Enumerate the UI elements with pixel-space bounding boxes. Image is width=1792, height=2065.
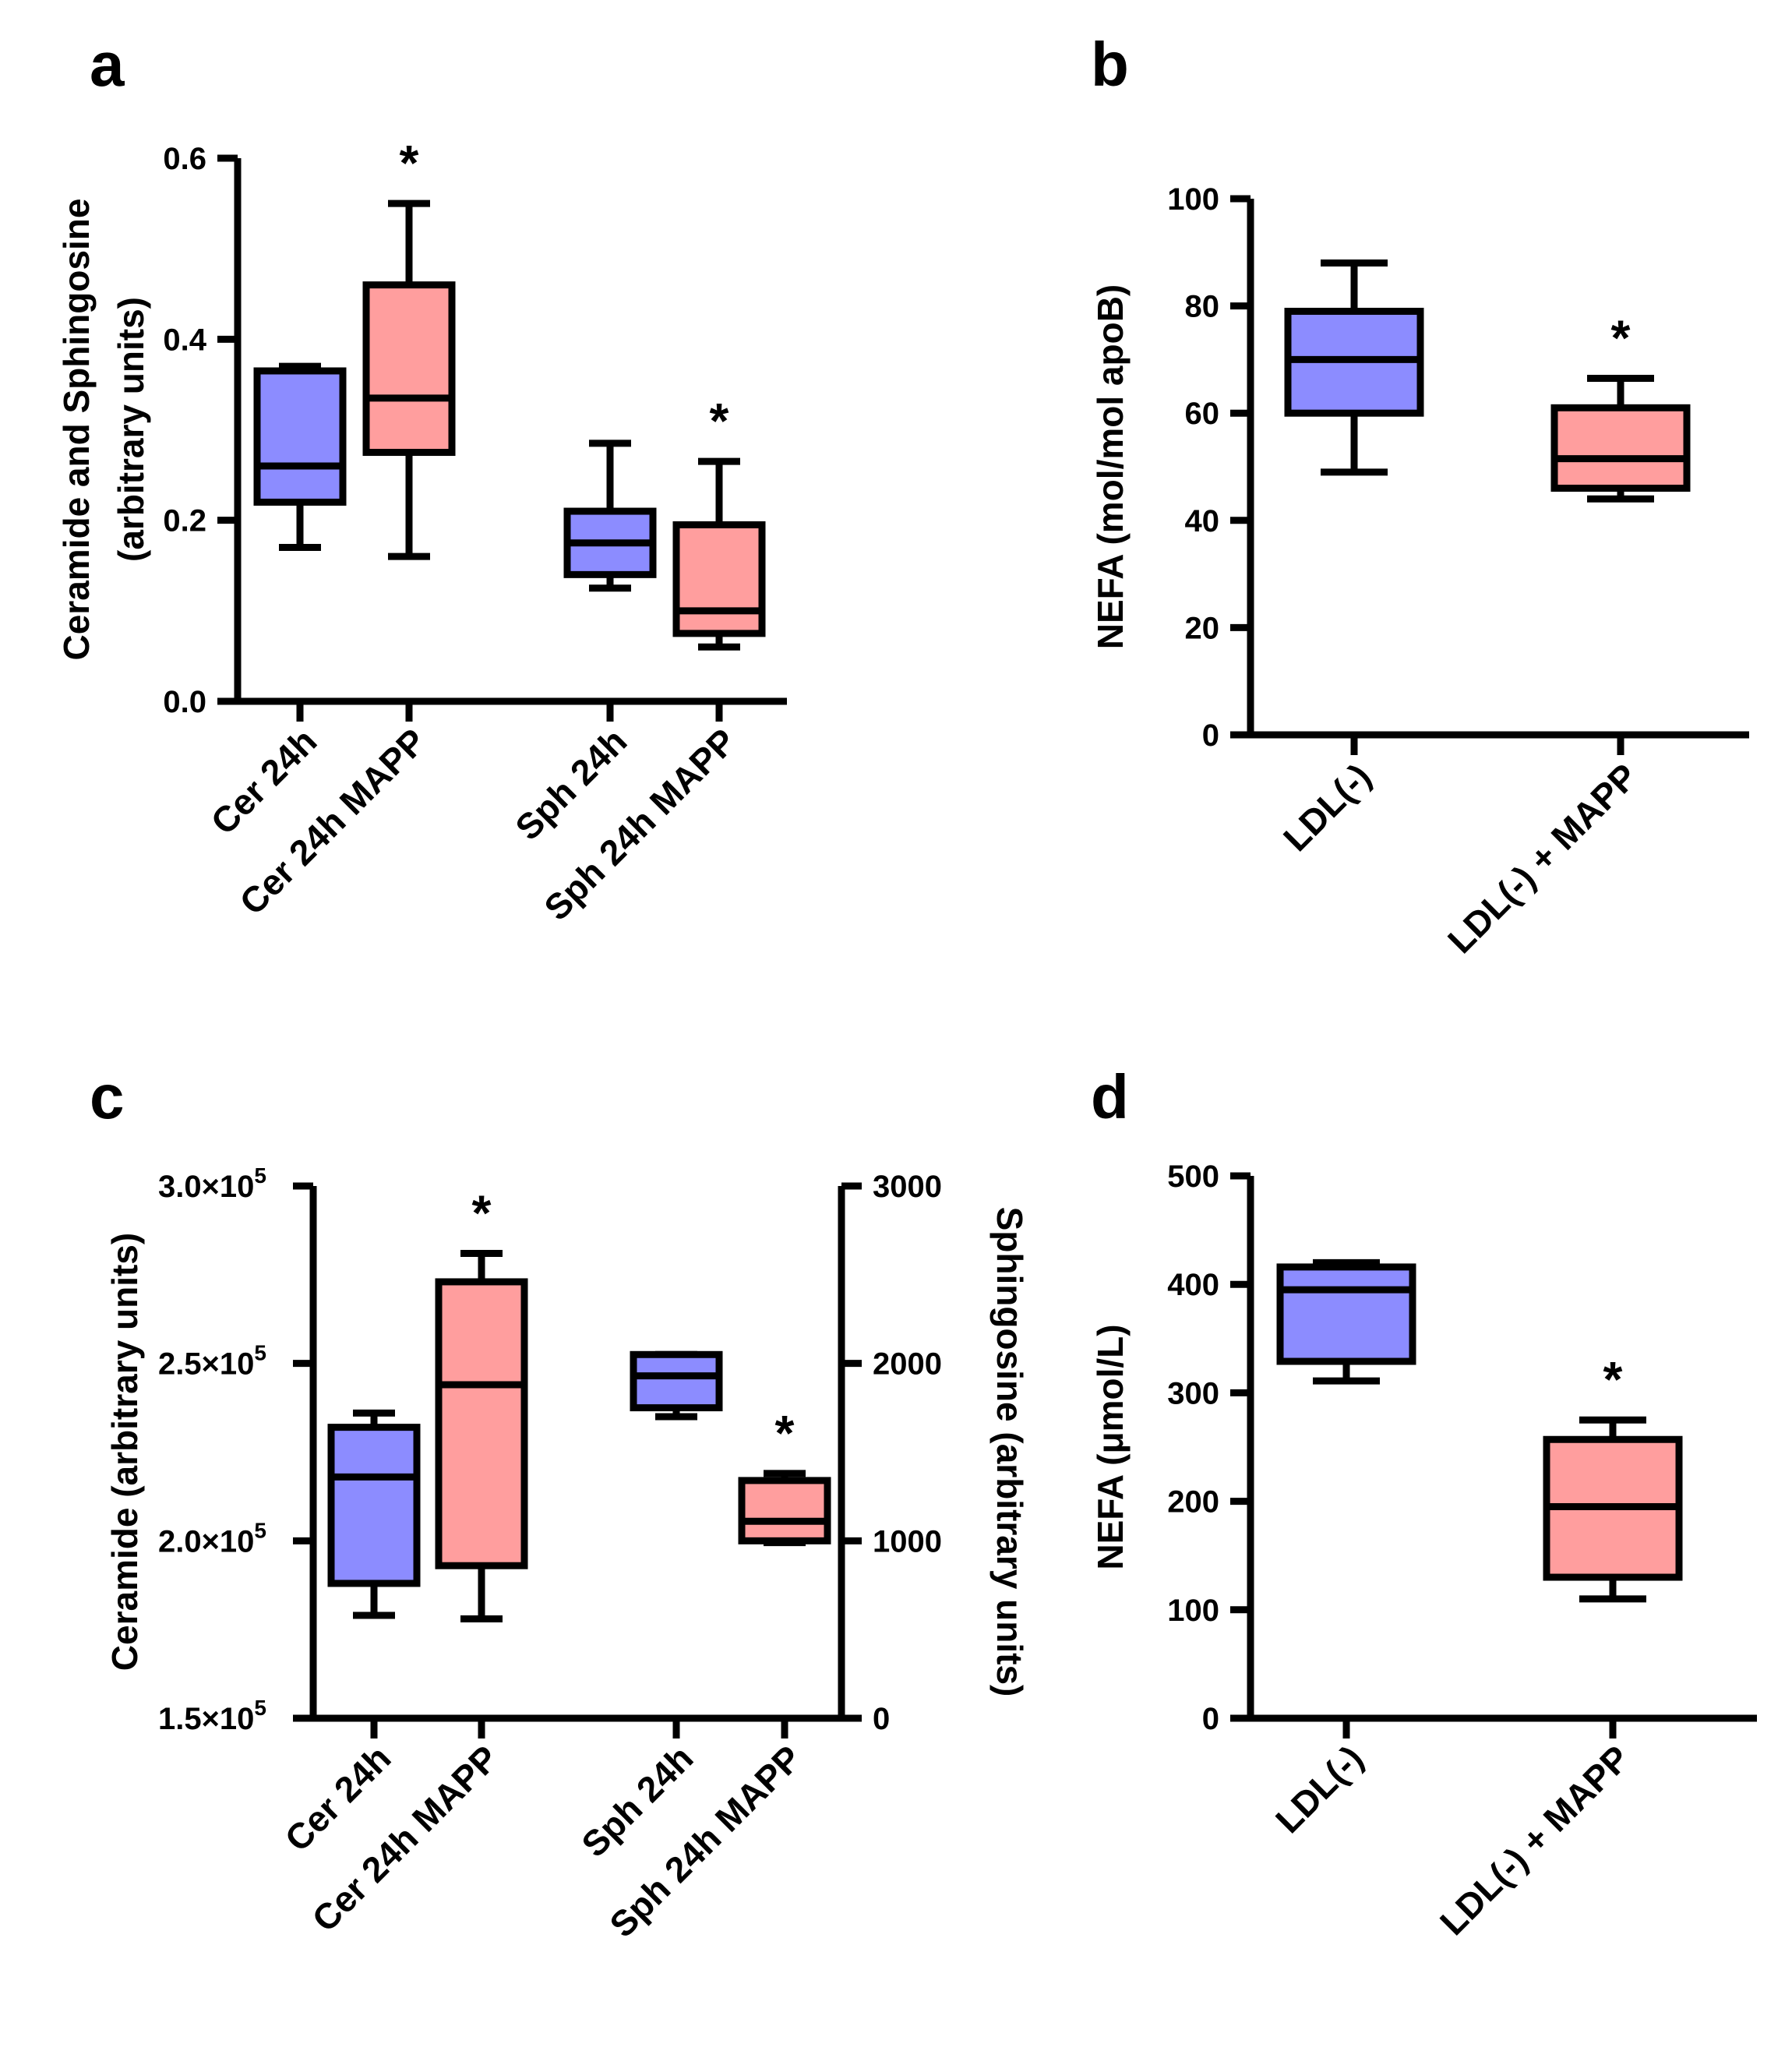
significance-star: * xyxy=(472,1185,492,1241)
chart-panel-d: d 0 100 200 300 400 500 LDL(-) LDL(-) + MAPP NEFA… xyxy=(1090,1062,1757,1943)
y-axis-title: Ceramide (arbitrary units) xyxy=(104,1233,145,1671)
box-ldl- xyxy=(1276,1258,1416,1385)
y-tick-label: 0.6 xyxy=(163,142,206,176)
significance-star: * xyxy=(1611,309,1631,365)
y-axis-title: Ceramide and Sphingosine xyxy=(56,199,97,661)
x-tick-label: Sph 24h MAPP xyxy=(601,1738,809,1945)
y-tick-label: 0.4 xyxy=(163,323,206,357)
box-iqr xyxy=(1550,404,1691,492)
y-tick-label: 80 xyxy=(1185,290,1220,324)
y-tick-label: 0.0 xyxy=(163,685,206,719)
box-sph-24h xyxy=(563,439,657,592)
y-axis-title: (arbitrary units) xyxy=(111,297,151,562)
x-tick-label: LDL(-) xyxy=(1275,756,1378,859)
significance-star: * xyxy=(1603,1351,1623,1407)
y-tick-label: 100 xyxy=(1167,182,1219,217)
x-tick-label: LDL(-) + MAPP xyxy=(1440,756,1646,962)
box-iqr xyxy=(362,281,456,457)
box-ldl-mapp: * xyxy=(1550,309,1691,503)
box-iqr xyxy=(435,1278,528,1569)
significance-star: * xyxy=(710,393,729,449)
y-tick-label: 100 xyxy=(1167,1594,1219,1628)
x-tick-label: Cer 24h MAPP xyxy=(231,721,433,923)
x-tick-label: LDL(-) xyxy=(1268,1738,1370,1841)
y-tick-label: 2.5×105 xyxy=(158,1341,266,1382)
y-tick-label: 20 xyxy=(1185,611,1220,645)
y-tick-label: 2.0×105 xyxy=(158,1518,266,1558)
y-right-tick-label: 2000 xyxy=(873,1347,942,1382)
y-right-axis-title: Sphingosine (arbitrary units) xyxy=(989,1207,1030,1697)
panel-letter: d xyxy=(1091,1062,1129,1131)
y-right-tick-label: 3000 xyxy=(873,1170,942,1204)
box-cer-24h xyxy=(253,362,347,552)
significance-star: * xyxy=(400,135,419,191)
y-tick-label: 0 xyxy=(1202,718,1219,753)
box-iqr xyxy=(672,521,766,637)
y-tick-label: 500 xyxy=(1167,1160,1219,1194)
y-axis-title: NEFA (mol/mol apoB) xyxy=(1090,284,1131,650)
y-tick-label: 200 xyxy=(1167,1485,1219,1520)
box-cer-24h xyxy=(327,1409,421,1619)
y-axis-title: NEFA (μmol/L) xyxy=(1090,1324,1131,1569)
y-tick-label: 60 xyxy=(1185,397,1220,431)
box-sph-24h xyxy=(630,1350,723,1421)
y-tick-exponent: 5 xyxy=(254,1696,266,1720)
y-tick-label: 40 xyxy=(1185,504,1220,538)
chart-panel-b: b 0 20 40 60 80 100 LDL(-) LDL(-) + MAPP NEFA (mo… xyxy=(1090,30,1749,961)
box-cer-24h-mapp: * xyxy=(435,1185,528,1623)
box-iqr xyxy=(630,1350,723,1412)
y-tick-label: 400 xyxy=(1167,1268,1219,1302)
y-tick-label: 0.2 xyxy=(163,504,206,538)
significance-star: * xyxy=(775,1405,795,1461)
panel-letter: a xyxy=(90,30,125,99)
y-tick-label: 0 xyxy=(1202,1702,1219,1736)
box-iqr xyxy=(738,1477,831,1544)
box-sph-24h-mapp: * xyxy=(738,1405,831,1547)
y-right-tick-label: 1000 xyxy=(873,1524,942,1558)
box-sph-24h-mapp: * xyxy=(672,393,766,651)
x-tick-label: LDL(-) + MAPP xyxy=(1432,1738,1638,1943)
y-right-tick-label: 0 xyxy=(873,1702,890,1736)
panel-letter: b xyxy=(1091,30,1129,99)
box-ldl- xyxy=(1284,259,1424,476)
y-tick-exponent: 5 xyxy=(254,1163,266,1188)
y-tick-label: 300 xyxy=(1167,1376,1219,1410)
box-iqr xyxy=(1276,1263,1416,1365)
y-tick-exponent: 5 xyxy=(254,1341,266,1365)
x-tick-label: Sph 24h MAPP xyxy=(536,721,743,928)
x-tick-label: Cer 24h MAPP xyxy=(304,1738,506,1940)
box-ldl-mapp: * xyxy=(1543,1351,1683,1603)
y-tick-label: 3.0×105 xyxy=(158,1163,266,1204)
box-iqr xyxy=(253,367,347,506)
y-tick-label: 1.5×105 xyxy=(158,1696,266,1736)
y-tick-exponent: 5 xyxy=(254,1518,266,1542)
box-cer-24h-mapp: * xyxy=(362,135,456,560)
panel-letter: c xyxy=(90,1062,125,1131)
box-iqr xyxy=(327,1424,421,1587)
